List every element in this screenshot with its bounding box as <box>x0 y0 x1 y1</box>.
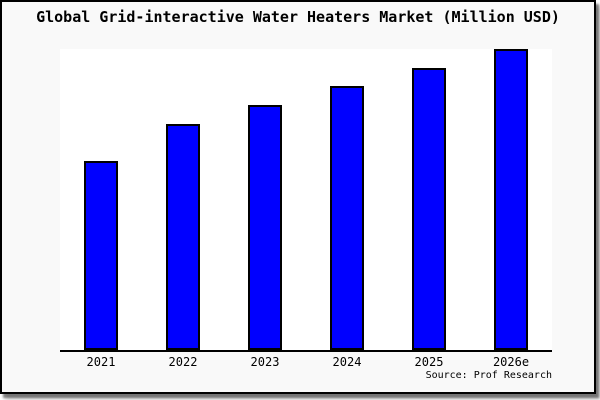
x-tick-label-2023: 2023 <box>250 355 280 369</box>
bar-slot <box>60 49 142 350</box>
chart-title: Global Grid-interactive Water Heaters Ma… <box>36 8 560 26</box>
bar-slot <box>142 49 224 350</box>
bar-slot <box>306 49 388 350</box>
x-tick-label-2026e: 2026e <box>492 355 530 369</box>
bar-slot <box>470 49 552 350</box>
bar-slot <box>388 49 470 350</box>
bar-2025 <box>412 68 446 350</box>
x-axis-tick-labels: 2021 2022 2023 2024 2025 2026e <box>60 355 552 369</box>
bar-2026e <box>494 49 528 350</box>
x-tick-label-2024: 2024 <box>332 355 362 369</box>
bar-2021 <box>84 161 118 350</box>
x-tick-label-2025: 2025 <box>414 355 444 369</box>
bar-2023 <box>248 105 282 350</box>
x-tick-label-2022: 2022 <box>168 355 198 369</box>
x-tick-label-2021: 2021 <box>86 355 116 369</box>
bar-2024 <box>330 86 364 350</box>
bars-container <box>60 49 552 350</box>
chart-frame: Global Grid-interactive Water Heaters Ma… <box>0 0 596 394</box>
bar-slot <box>224 49 306 350</box>
bar-2022 <box>166 124 200 350</box>
plot-area <box>60 49 552 352</box>
source-note: Source: Prof Research <box>425 370 552 381</box>
